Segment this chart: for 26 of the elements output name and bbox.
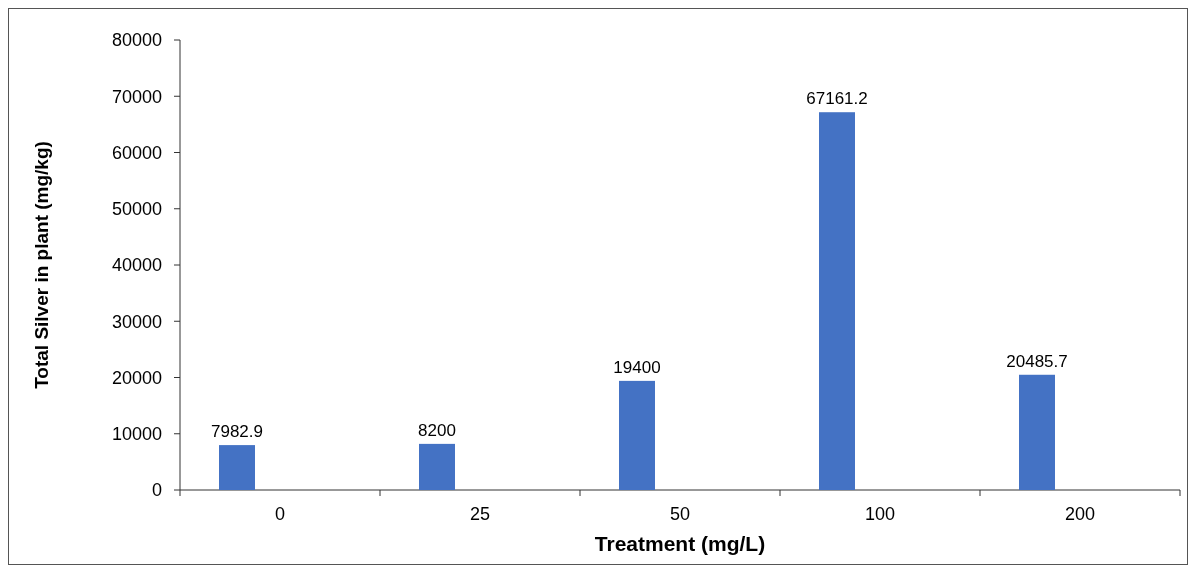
y-tick-label: 50000: [111, 199, 162, 220]
bar: [1019, 374, 1055, 490]
data-label: 7982.9: [211, 422, 263, 442]
x-tick-label: 50: [669, 504, 691, 524]
y-tick-label: 70000: [111, 86, 162, 107]
y-tick-label: 60000: [111, 142, 162, 163]
y-tick-label: 20000: [111, 367, 162, 388]
x-tick-label: 100: [864, 504, 896, 524]
y-tick-label: 30000: [111, 311, 162, 332]
x-tick-label: 0: [274, 504, 286, 524]
data-label: 67161.2: [806, 89, 868, 109]
x-tick-label: 25: [469, 504, 491, 524]
y-tick-label: 40000: [111, 255, 162, 276]
bar: [819, 112, 855, 490]
y-tick-label: 10000: [111, 424, 162, 445]
data-label: 19400: [613, 357, 661, 377]
bar: [219, 445, 255, 490]
y-tick-label: 80000: [111, 30, 162, 51]
y-tick-label: 0: [151, 480, 162, 501]
bar: [419, 443, 455, 490]
x-tick-label: 200: [1064, 504, 1096, 524]
bar: [619, 380, 655, 490]
data-label: 20485.7: [1006, 351, 1068, 371]
data-label: 8200: [418, 420, 456, 440]
y-axis-title: Total Silver in plant (mg/kg): [31, 141, 52, 389]
x-axis-title: Treatment (mg/L): [594, 532, 766, 555]
